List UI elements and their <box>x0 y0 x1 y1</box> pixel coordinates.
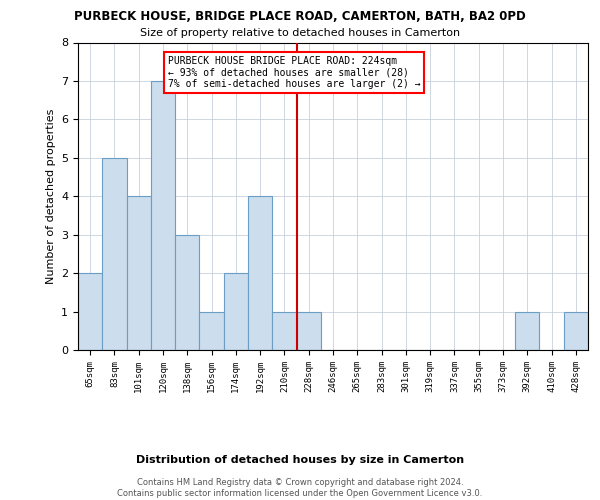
Bar <box>199 312 224 350</box>
Bar <box>224 273 248 350</box>
Text: Contains HM Land Registry data © Crown copyright and database right 2024.
Contai: Contains HM Land Registry data © Crown c… <box>118 478 482 498</box>
Text: PURBECK HOUSE, BRIDGE PLACE ROAD, CAMERTON, BATH, BA2 0PD: PURBECK HOUSE, BRIDGE PLACE ROAD, CAMERT… <box>74 10 526 23</box>
Text: PURBECK HOUSE BRIDGE PLACE ROAD: 224sqm
← 93% of detached houses are smaller (28: PURBECK HOUSE BRIDGE PLACE ROAD: 224sqm … <box>168 56 421 89</box>
Bar <box>102 158 127 350</box>
Bar <box>296 312 321 350</box>
Y-axis label: Number of detached properties: Number of detached properties <box>46 108 56 284</box>
Text: Distribution of detached houses by size in Camerton: Distribution of detached houses by size … <box>136 455 464 465</box>
Bar <box>175 234 199 350</box>
Text: Size of property relative to detached houses in Camerton: Size of property relative to detached ho… <box>140 28 460 38</box>
Bar <box>564 312 588 350</box>
Bar <box>151 81 175 350</box>
Bar <box>248 196 272 350</box>
Bar <box>127 196 151 350</box>
Bar <box>515 312 539 350</box>
Bar <box>272 312 296 350</box>
Bar <box>78 273 102 350</box>
